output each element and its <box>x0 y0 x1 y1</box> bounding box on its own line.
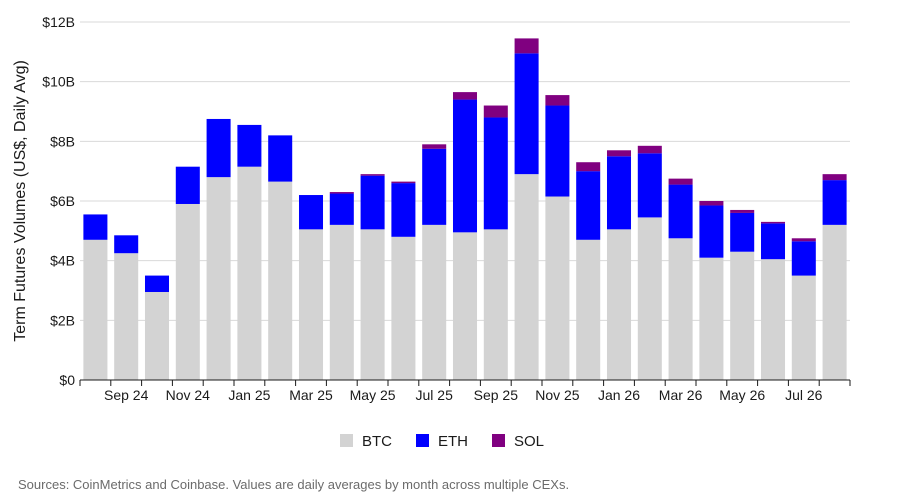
y-tick-label: $12B <box>42 14 75 30</box>
bar-btc-apr-26 <box>699 257 724 380</box>
bar-sol-jul-26 <box>791 238 816 242</box>
bar-btc-dec-24 <box>206 177 231 380</box>
bar-eth-jan-25 <box>237 124 262 167</box>
bar-btc-jun-26 <box>760 259 786 380</box>
bar-eth-nov-24 <box>175 166 200 204</box>
bars <box>83 38 847 380</box>
x-tick-label: Nov 24 <box>166 387 211 403</box>
x-tick-label: Mar 26 <box>659 387 703 403</box>
legend-swatch-eth <box>416 434 429 447</box>
bar-eth-jul-26 <box>791 241 816 276</box>
bar-sol-oct-25 <box>514 38 539 54</box>
bar-btc-jan-26 <box>606 229 632 380</box>
bar-eth-jan-26 <box>606 156 632 230</box>
bar-eth-may-26 <box>730 212 755 252</box>
bar-sol-sep-25 <box>483 105 508 118</box>
bar-eth-apr-26 <box>699 205 724 258</box>
bar-btc-mar-25 <box>298 229 324 380</box>
legend-swatch-btc <box>340 434 353 447</box>
bar-sol-may-26 <box>730 209 755 213</box>
y-tick-label: $6B <box>50 193 75 209</box>
bar-eth-oct-24 <box>144 275 170 292</box>
bar-sol-may-25 <box>360 174 385 176</box>
bar-eth-jun-26 <box>760 223 786 260</box>
bar-eth-feb-26 <box>637 153 662 218</box>
x-tick-label: May 26 <box>719 387 765 403</box>
bar-eth-jul-25 <box>422 148 447 225</box>
bar-btc-apr-25 <box>329 224 354 380</box>
bar-btc-sep-24 <box>114 253 139 380</box>
bar-eth-sep-24 <box>114 235 139 254</box>
y-tick-label: $0 <box>59 372 75 388</box>
bar-btc-oct-24 <box>144 291 170 380</box>
bar-btc-mar-26 <box>668 238 693 380</box>
bar-sol-jun-25 <box>391 181 416 184</box>
x-tick-label: May 25 <box>350 387 396 403</box>
bar-btc-dec-25 <box>576 239 601 380</box>
y-tick-label: $2B <box>50 312 75 328</box>
bar-eth-sep-25 <box>483 117 508 230</box>
bar-btc-jan-25 <box>237 166 262 380</box>
bar-btc-jul-25 <box>422 224 447 380</box>
bar-btc-jul-26 <box>791 275 816 380</box>
bar-btc-nov-24 <box>175 203 200 380</box>
bar-btc-aug-25 <box>452 232 478 380</box>
legend: BTC ETH SOL <box>340 433 544 450</box>
x-axis-ticks: Sep 24 Nov 24 Jan 25 Mar 25 May 25 Jul 25 Sep … <box>79 380 851 403</box>
bar-sol-feb-26 <box>637 145 662 154</box>
bar-btc-jun-25 <box>391 236 416 380</box>
bar-btc-feb-25 <box>268 181 293 380</box>
legend-label-sol: SOL <box>514 433 544 450</box>
y-axis-ticks: $0 $2B $4B $6B $8B $10B $12B <box>42 14 75 388</box>
x-tick-label: Jan 26 <box>598 387 640 403</box>
bar-btc-aug-26 <box>822 224 847 380</box>
bar-eth-mar-25 <box>298 195 324 230</box>
bar-eth-dec-24 <box>206 118 231 178</box>
bar-btc-nov-25 <box>545 196 570 380</box>
y-tick-label: $10B <box>42 74 75 90</box>
x-tick-label: Sep 24 <box>104 387 149 403</box>
bar-sol-jun-26 <box>760 221 786 224</box>
legend-label-btc: BTC <box>362 433 392 450</box>
bar-sol-nov-25 <box>545 95 570 106</box>
bar-btc-oct-25 <box>514 174 539 380</box>
bar-eth-aug-25 <box>452 99 478 233</box>
x-tick-label: Sep 25 <box>474 387 519 403</box>
x-tick-label: Mar 25 <box>289 387 333 403</box>
x-tick-label: Jan 25 <box>228 387 270 403</box>
bar-btc-sep-25 <box>483 229 508 380</box>
bar-btc-aug-24 <box>83 239 108 380</box>
x-tick-label: Jul 26 <box>785 387 823 403</box>
bar-btc-may-26 <box>730 251 755 380</box>
bar-eth-feb-25 <box>268 135 293 182</box>
bar-eth-aug-24 <box>83 214 108 240</box>
bar-sol-dec-25 <box>576 162 601 172</box>
legend-swatch-sol <box>492 434 505 447</box>
source-note: Sources: CoinMetrics and Coinbase. Value… <box>18 477 569 492</box>
bar-eth-dec-25 <box>576 171 601 240</box>
bar-sol-jan-26 <box>606 150 632 157</box>
legend-label-eth: ETH <box>438 433 468 450</box>
bar-eth-oct-25 <box>514 53 539 175</box>
x-tick-label: Jul 25 <box>416 387 454 403</box>
bar-eth-mar-26 <box>668 184 693 239</box>
bar-sol-aug-26 <box>822 174 847 181</box>
bar-eth-aug-26 <box>822 180 847 225</box>
bar-btc-feb-26 <box>637 217 662 380</box>
bar-eth-nov-25 <box>545 105 570 197</box>
y-axis-title: Term Futures Volumes (US$, Daily Avg) <box>12 60 29 342</box>
bar-btc-may-25 <box>360 229 385 380</box>
y-tick-label: $8B <box>50 133 75 149</box>
bar-sol-mar-26 <box>668 178 693 185</box>
bar-sol-aug-25 <box>452 92 478 100</box>
bar-eth-may-25 <box>360 175 385 230</box>
bar-sol-apr-25 <box>329 192 354 194</box>
bar-eth-apr-25 <box>329 193 354 225</box>
y-tick-label: $4B <box>50 253 75 269</box>
bar-sol-jul-25 <box>422 144 447 149</box>
x-tick-label: Nov 25 <box>535 387 580 403</box>
bar-eth-jun-25 <box>391 183 416 237</box>
bar-sol-apr-26 <box>699 201 724 206</box>
